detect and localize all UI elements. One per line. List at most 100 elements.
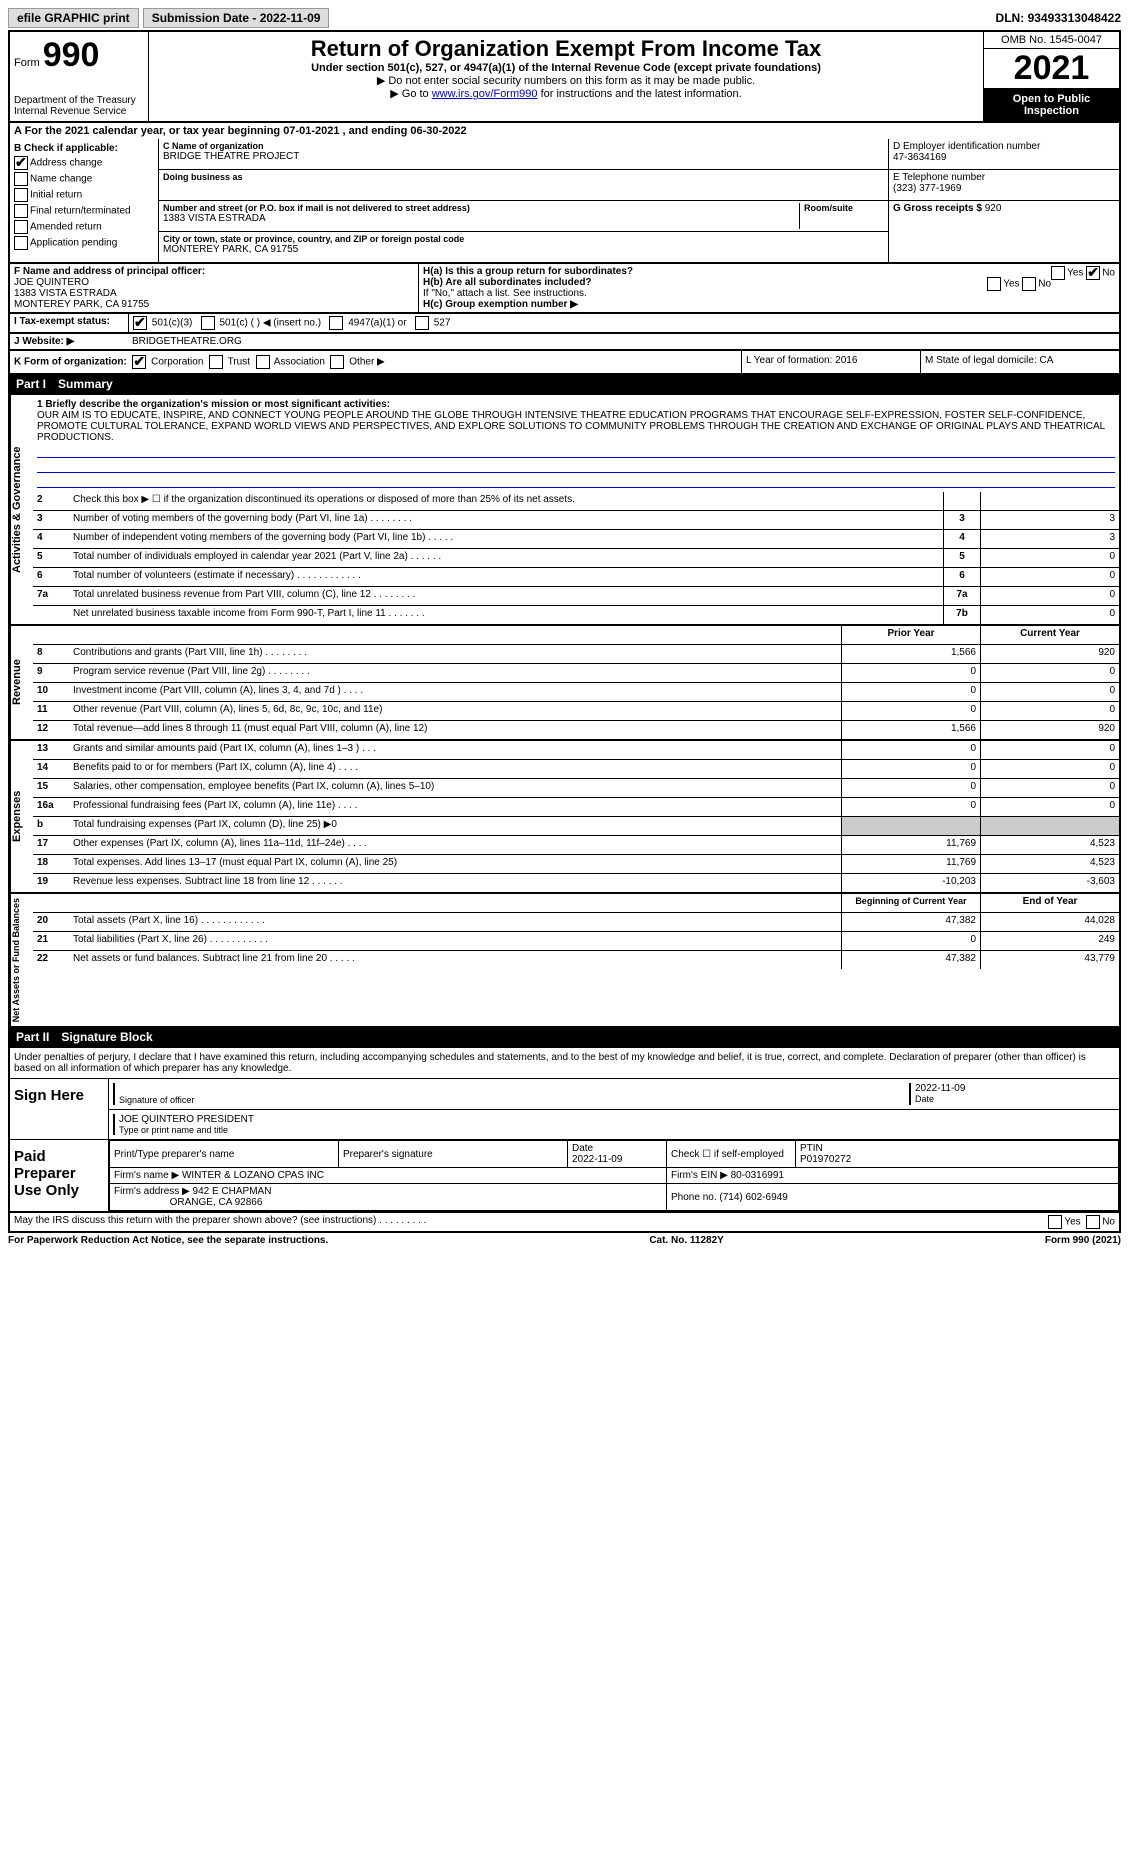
net-assets-row: 20 Total assets (Part X, line 16) . . . …: [33, 913, 1119, 932]
form-subtitle-3: ▶ Go to www.irs.gov/Form990 for instruct…: [153, 87, 979, 100]
line-desc: Total fundraising expenses (Part IX, col…: [69, 817, 841, 835]
checkbox-icon[interactable]: [1051, 266, 1065, 280]
tel-label: E Telephone number: [893, 172, 1115, 183]
line-ref: 4: [943, 530, 980, 548]
end-year-header: End of Year: [980, 894, 1119, 912]
line-num: 5: [33, 549, 69, 567]
org-name-value: BRIDGE THEATRE PROJECT: [163, 151, 884, 162]
penalties-text: Under penalties of perjury, I declare th…: [10, 1048, 1119, 1079]
signer-name: JOE QUINTERO PRESIDENT: [119, 1114, 1115, 1125]
checkbox-icon[interactable]: [209, 355, 223, 369]
current-value: 0: [980, 702, 1119, 720]
line-desc: Other revenue (Part VIII, column (A), li…: [69, 702, 841, 720]
prior-value: 0: [841, 683, 980, 701]
submission-date-button[interactable]: Submission Date - 2022-11-09: [143, 8, 330, 28]
chk-label: Final return/terminated: [30, 206, 131, 217]
chk-final-return[interactable]: Final return/terminated: [14, 204, 154, 218]
mission-block: 1 Briefly describe the organization's mi…: [33, 395, 1119, 492]
state-domicile: M State of legal domicile: CA: [920, 351, 1119, 373]
chk-initial-return[interactable]: Initial return: [14, 188, 154, 202]
gross-cell: G Gross receipts $ 920: [889, 201, 1119, 231]
current-year-header: Current Year: [980, 626, 1119, 644]
vtab-governance: Activities & Governance: [10, 395, 33, 624]
governance-body: 1 Briefly describe the organization's mi…: [33, 395, 1119, 624]
assoc-label: Association: [274, 357, 325, 368]
prior-value: 1,566: [841, 721, 980, 739]
checkbox-icon: [14, 236, 28, 250]
line-desc: Professional fundraising fees (Part IX, …: [69, 798, 841, 816]
corp-label: Corporation: [151, 357, 203, 368]
expense-row: 18 Total expenses. Add lines 13–17 (must…: [33, 855, 1119, 874]
efile-print-button[interactable]: efile GRAPHIC print: [8, 8, 139, 28]
no-label: No: [1102, 1217, 1115, 1228]
blank: [69, 626, 841, 644]
vtab-expenses: Expenses: [10, 741, 33, 892]
self-employed-label: Check ☐ if self-employed: [671, 1149, 784, 1160]
firm-ein-label: Firm's EIN ▶: [671, 1170, 728, 1181]
city-cell: City or town, state or province, country…: [159, 232, 888, 262]
checkbox-icon: [14, 204, 28, 218]
prior-value: 47,382: [841, 913, 980, 931]
checkbox-icon[interactable]: [256, 355, 270, 369]
open-to-public: Open to Public Inspection: [984, 89, 1119, 121]
line-ref: 7b: [943, 606, 980, 624]
checkbox-icon[interactable]: [201, 316, 215, 330]
preparer-table: Print/Type preparer's name Preparer's si…: [109, 1140, 1119, 1211]
checkbox-icon[interactable]: [330, 355, 344, 369]
part-2-title: Signature Block: [61, 1030, 152, 1044]
signature-line[interactable]: [119, 1083, 901, 1095]
line-desc: Other expenses (Part IX, column (A), lin…: [69, 836, 841, 854]
checkbox-icon[interactable]: [1086, 1215, 1100, 1229]
current-value: 920: [980, 721, 1119, 739]
form-subtitle-2: ▶ Do not enter social security numbers o…: [153, 74, 979, 87]
line-num: 15: [33, 779, 69, 797]
prep-sig-label: Preparer's signature: [343, 1149, 433, 1160]
checkbox-icon[interactable]: [1086, 266, 1100, 280]
principal-officer: F Name and address of principal officer:…: [10, 264, 419, 312]
chk-application-pending[interactable]: Application pending: [14, 236, 154, 250]
chk-address-change[interactable]: Address change: [14, 156, 154, 170]
city-value: MONTEREY PARK, CA 91755: [163, 244, 884, 255]
checkbox-icon[interactable]: [329, 316, 343, 330]
chk-name-change[interactable]: Name change: [14, 172, 154, 186]
line-num: 4: [33, 530, 69, 548]
line-desc: Total number of individuals employed in …: [69, 549, 943, 567]
line-value: 0: [980, 549, 1119, 567]
checkbox-icon[interactable]: [1022, 277, 1036, 291]
line-ref: 6: [943, 568, 980, 586]
line-num: 14: [33, 760, 69, 778]
current-value: 4,523: [980, 836, 1119, 854]
row-a-tax-year: A For the 2021 calendar year, or tax yea…: [8, 123, 1121, 139]
paid-preparer-section: Paid Preparer Use Only Print/Type prepar…: [10, 1139, 1119, 1211]
prior-value: 0: [841, 932, 980, 950]
irs-link[interactable]: www.irs.gov/Form990: [432, 88, 538, 100]
501c-label: 501(c) ( ) ◀ (insert no.): [219, 318, 321, 329]
hb-label: H(b) Are all subordinates included?: [423, 277, 592, 288]
dba-label: Doing business as: [163, 172, 884, 182]
checkbox-icon[interactable]: [987, 277, 1001, 291]
prior-value: [841, 817, 980, 835]
line-value: 0: [980, 606, 1119, 624]
chk-label: Amended return: [30, 222, 102, 233]
line-desc: Grants and similar amounts paid (Part IX…: [69, 741, 841, 759]
checkbox-icon[interactable]: [415, 316, 429, 330]
line-num: 12: [33, 721, 69, 739]
goto-pre: ▶ Go to: [390, 88, 431, 100]
gov-row: 3 Number of voting members of the govern…: [33, 511, 1119, 530]
current-value: 0: [980, 798, 1119, 816]
checkbox-icon[interactable]: [1048, 1215, 1062, 1229]
line-num: 6: [33, 568, 69, 586]
header-right: OMB No. 1545-0047 2021 Open to Public In…: [983, 32, 1119, 121]
line-ref: [943, 492, 980, 510]
checkbox-icon[interactable]: [133, 316, 147, 330]
line-ref: 5: [943, 549, 980, 567]
chk-amended-return[interactable]: Amended return: [14, 220, 154, 234]
prior-value: 0: [841, 741, 980, 759]
checkbox-icon: [14, 220, 28, 234]
line-desc: Net unrelated business taxable income fr…: [69, 606, 943, 624]
ein-label: D Employer identification number: [893, 141, 1115, 152]
sign-right: Signature of officer 2022-11-09 Date JOE…: [109, 1079, 1119, 1139]
line-desc: Investment income (Part VIII, column (A)…: [69, 683, 841, 701]
checkbox-icon[interactable]: [132, 355, 146, 369]
col-b-header: B Check if applicable:: [14, 143, 118, 154]
